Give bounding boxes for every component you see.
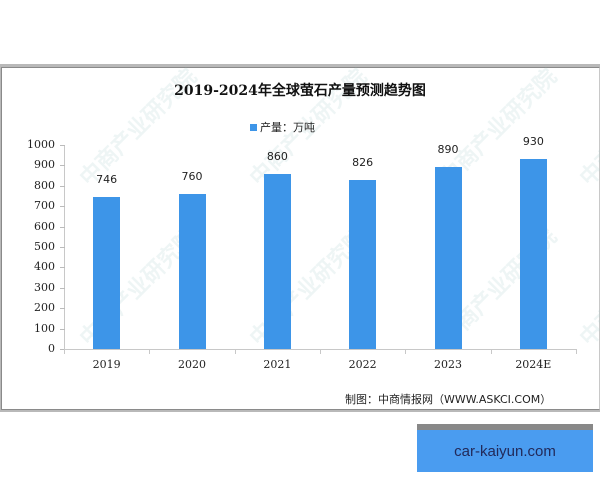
- site-badge[interactable]: car-kaiyun.com: [417, 424, 593, 472]
- y-tick-label: 700: [34, 199, 55, 213]
- value-label: 826: [352, 156, 374, 170]
- y-tick-mark: [60, 206, 65, 208]
- y-tick-label: 500: [34, 240, 55, 253]
- x-tick-mark: [320, 349, 321, 354]
- y-tick-label: 1000: [27, 138, 55, 151]
- y-tick-mark: [60, 328, 65, 330]
- y-tick-mark: [60, 185, 65, 187]
- y-tick-mark: [60, 247, 65, 248]
- value-label: 890: [437, 143, 459, 157]
- x-tick-mark: [405, 349, 407, 354]
- x-tick-mark: [490, 349, 492, 354]
- x-tick-label: 2019: [92, 358, 121, 371]
- legend-label: 产量：万吨: [260, 121, 315, 134]
- chart-frame: [0, 64, 600, 412]
- value-label: 860: [266, 149, 288, 163]
- value-label: 930: [522, 135, 544, 149]
- y-tick-label: 900: [34, 158, 55, 172]
- y-tick-label: 300: [34, 280, 55, 294]
- bar-2020: [178, 193, 206, 349]
- y-tick-label: 200: [34, 301, 55, 315]
- site-badge-label[interactable]: car-kaiyun.com: [417, 430, 593, 472]
- bar-2021: [263, 173, 291, 349]
- y-tick-label: 600: [34, 219, 55, 233]
- bar-2022: [349, 180, 377, 349]
- source-note: 制图：中商情报网（WWW.ASKCI.COM）: [345, 393, 552, 406]
- y-tick-mark: [60, 308, 65, 310]
- x-tick-label: 2024E: [515, 358, 552, 371]
- x-tick-label: 2023: [434, 358, 462, 371]
- y-tick-label: 800: [34, 178, 55, 192]
- y-tick-mark: [60, 267, 65, 269]
- bar-2023: [434, 167, 462, 349]
- y-tick-mark: [60, 349, 65, 350]
- x-tick-label: 2020: [178, 358, 206, 371]
- x-tick-mark: [64, 349, 65, 354]
- bar-2024E: [519, 159, 547, 349]
- bar-2019: [93, 196, 121, 349]
- y-tick-mark: [60, 287, 65, 289]
- y-tick-label: 400: [34, 260, 55, 274]
- y-tick-mark: [60, 165, 65, 167]
- chart-legend: 产量：万吨: [250, 119, 315, 135]
- x-tick-mark: [149, 349, 151, 354]
- value-label: 746: [96, 172, 118, 186]
- legend-swatch-icon: [250, 123, 257, 131]
- y-tick-mark: [60, 145, 65, 146]
- x-tick-mark: [234, 349, 236, 354]
- x-tick-label: 2022: [348, 358, 377, 371]
- x-tick-label: 2021: [263, 358, 292, 371]
- x-tick-mark: [576, 349, 577, 354]
- y-tick-mark: [60, 226, 65, 228]
- value-label: 760: [181, 169, 203, 183]
- y-tick-label: 0: [48, 342, 55, 355]
- y-tick-label: 100: [34, 321, 55, 335]
- chart-title: 2019-2024年全球萤石产量预测趋势图: [174, 83, 426, 99]
